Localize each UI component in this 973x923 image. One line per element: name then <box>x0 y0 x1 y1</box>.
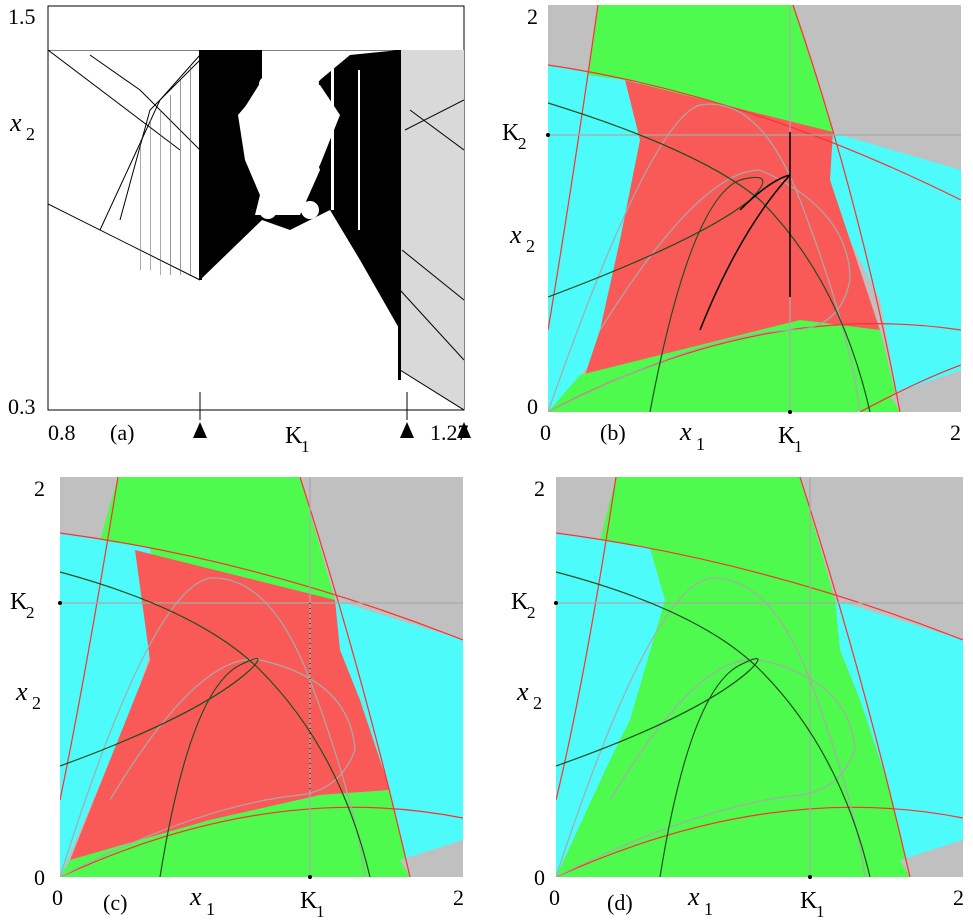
panel-c-xlabel-sub: 1 <box>206 899 215 919</box>
panel-c-ylabel: x <box>15 677 28 706</box>
panel-d-xmark-sub: 1 <box>816 902 825 921</box>
panel-b-xtick-left: 0 <box>540 420 551 445</box>
panel-b-ytick-bottom: 0 <box>527 394 538 419</box>
panel-b-xmark: K <box>778 423 796 449</box>
triangle-marker-3 <box>457 422 471 438</box>
panel-d-ytick-bottom: 0 <box>534 865 545 890</box>
panel-c-xmark: K <box>300 888 318 914</box>
panel-c-label: (c) <box>103 890 127 915</box>
panel-a-ylabel-sub: 2 <box>26 124 35 144</box>
panel-a-plot <box>48 50 464 410</box>
panel-c-basin <box>60 477 463 877</box>
panel-b-xtick-right: 2 <box>950 420 961 445</box>
panel-c-ymark: K <box>10 589 28 615</box>
panel-d-label: (d) <box>607 890 633 915</box>
panel-b-ytick-top: 2 <box>527 4 538 29</box>
panel-a-xlabel: K <box>285 423 303 449</box>
panel-d-xlabel: x <box>687 882 700 911</box>
panel-c-ytick-bottom: 0 <box>34 865 45 890</box>
triangle-marker-1 <box>193 422 207 438</box>
panel-c-ymark-sub: 2 <box>26 603 35 622</box>
panel-d-xmark: K <box>800 888 818 914</box>
panel-a-label: (a) <box>110 420 134 445</box>
panel-d: 2 0 0 2 (d) x 1 K 1 K 2 x 2 <box>511 476 964 921</box>
panel-b-xlabel-sub: 1 <box>696 434 705 454</box>
panel-b-label: (b) <box>600 420 626 445</box>
panel-d-ymark: K <box>511 589 529 615</box>
panel-b-ylabel-sub: 2 <box>526 236 535 256</box>
panel-c-xtick-right: 2 <box>453 885 464 910</box>
panel-d-ytick-top: 2 <box>534 476 545 501</box>
panel-a-markers <box>193 392 471 438</box>
panel-d-ylabel: x <box>516 677 529 706</box>
panel-c-xtick-left: 0 <box>52 885 63 910</box>
panel-c-ytick-top: 2 <box>34 476 45 501</box>
panel-a-xtick-right: 1.27 <box>430 420 469 445</box>
panel-a-xlabel-sub: 1 <box>301 437 310 456</box>
panel-a: 1.5 0.3 0.8 1.27 (a) K 1 x 2 <box>8 4 471 456</box>
panel-c-xlabel: x <box>189 882 202 911</box>
triangle-marker-2 <box>400 422 414 438</box>
panel-a-ytick-top: 1.5 <box>8 4 36 29</box>
panel-b-xmark-sub: 1 <box>794 437 803 456</box>
panel-b-ylabel: x <box>509 220 522 249</box>
panel-b: 2 0 0 2 (b) x 1 K 1 K 2 x 2 <box>502 4 961 456</box>
panel-b-basin <box>548 5 961 412</box>
panel-d-xtick-left: 0 <box>549 885 560 910</box>
panel-c-xmark-sub: 1 <box>316 902 325 921</box>
panel-c-ylabel-sub: 2 <box>32 693 41 713</box>
panel-b-ymark-sub: 2 <box>518 134 527 153</box>
panel-a-ylabel: x <box>9 108 22 137</box>
panel-b-xlabel: x <box>679 417 692 446</box>
panel-b-ymark: K <box>502 120 520 146</box>
panel-d-xlabel-sub: 1 <box>704 899 713 919</box>
panel-d-ymark-sub: 2 <box>527 603 536 622</box>
panel-c: 2 0 0 2 (c) x 1 K 1 K 2 x 2 <box>10 476 464 921</box>
panel-a-xtick-left: 0.8 <box>48 420 76 445</box>
panel-d-basin <box>556 477 963 877</box>
panel-a-ytick-bottom: 0.3 <box>8 394 36 419</box>
panel-d-ylabel-sub: 2 <box>533 693 542 713</box>
panel-d-xtick-right: 2 <box>953 885 964 910</box>
